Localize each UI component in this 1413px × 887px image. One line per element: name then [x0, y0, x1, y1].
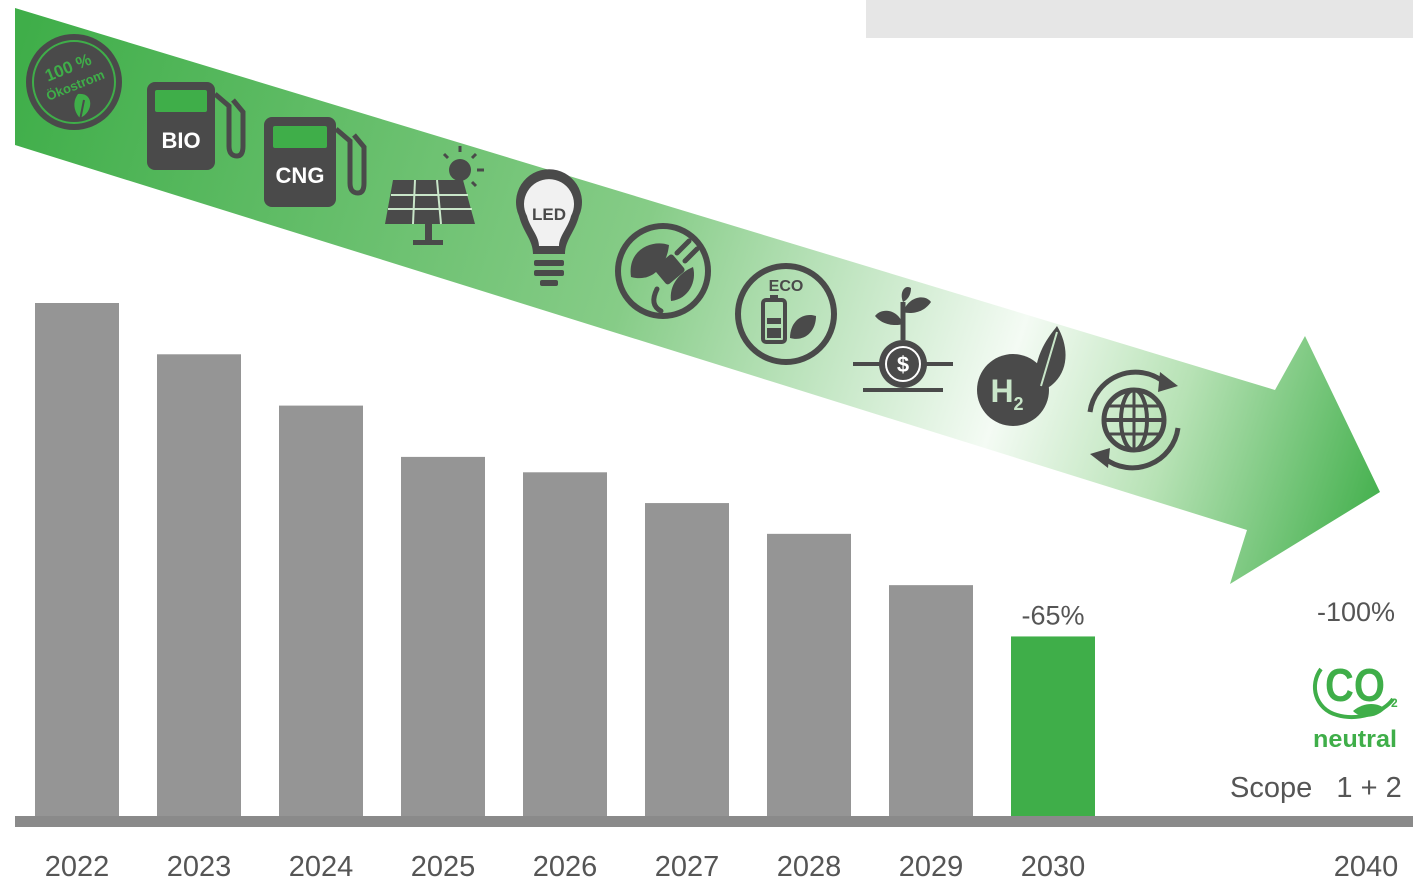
co-text: CO [1325, 659, 1385, 711]
recycle-globe-icon [1087, 369, 1181, 471]
x-tick-label-2027: 2027 [655, 851, 720, 883]
bar-2024 [279, 405, 363, 816]
cng-fuel-icon: CNG [264, 117, 367, 207]
neutral-text: neutral [1313, 726, 1397, 753]
co2-neutral-logo: CO 2 neutral [1312, 659, 1398, 753]
hydrogen-leaf-icon: H2 [977, 326, 1066, 426]
x-tick-label-2029: 2029 [899, 851, 964, 883]
data-label-2040: -100% [1317, 597, 1395, 627]
x-axis-line [15, 816, 1413, 827]
oekostrom-icon: 100 % Ökostrom [26, 34, 122, 130]
eco-battery-icon: ECO [735, 263, 837, 365]
money-plant-icon: $ [853, 286, 953, 392]
h-letter: H [990, 373, 1013, 409]
money-symbol: $ [897, 352, 909, 377]
bio-fuel-icon: BIO [147, 82, 246, 170]
bar-2022 [35, 303, 119, 816]
x-tick-label-2025: 2025 [411, 851, 476, 883]
x-tick-label-2040: 2040 [1334, 851, 1399, 883]
x-tick-label-2030: 2030 [1021, 851, 1086, 883]
h-subscript: 2 [1014, 394, 1024, 414]
bar-2025 [401, 456, 485, 816]
scope-label: Scope 1 + 2 [1230, 772, 1402, 804]
bars-layer [35, 303, 1095, 816]
eco-plug-icon [615, 223, 711, 319]
co-subscript: 2 [1391, 696, 1398, 710]
x-tick-label-2024: 2024 [289, 851, 354, 883]
solar-panel-icon [385, 146, 484, 245]
labels-layer: 2022 2023 2024 2025 2026 2027 2028 2029 2030 2040… [45, 597, 1399, 883]
bar-2029 [889, 585, 973, 816]
x-tick-label-2028: 2028 [777, 851, 842, 883]
h2-label: H2 [990, 373, 1023, 414]
data-label-2030: -65% [1021, 600, 1084, 630]
led-label: LED [532, 205, 566, 224]
x-tick-label-2022: 2022 [45, 851, 110, 883]
x-tick-label-2026: 2026 [533, 851, 598, 883]
led-bulb-icon: LED [516, 169, 582, 286]
bar-2027 [645, 503, 729, 816]
bio-label: BIO [161, 128, 200, 153]
header-placeholder-box [866, 0, 1413, 38]
x-tick-label-2023: 2023 [167, 851, 232, 883]
eco-label: ECO [769, 278, 804, 295]
bar-2023 [157, 354, 241, 816]
bar-2028 [767, 533, 851, 816]
bar-2026 [523, 472, 607, 816]
bar-2030 [1011, 636, 1095, 816]
cng-label: CNG [276, 163, 325, 188]
